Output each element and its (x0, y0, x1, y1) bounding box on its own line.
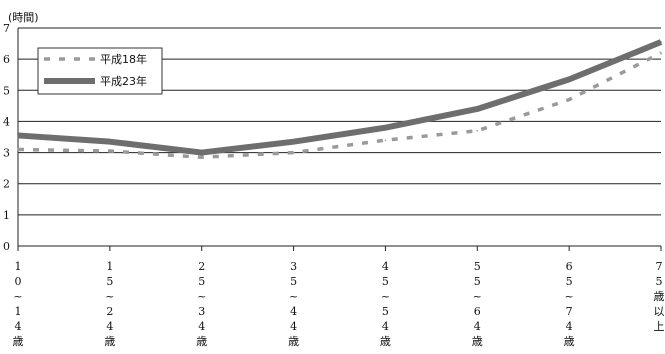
x-category-char: 4 (566, 320, 573, 333)
data-point (200, 151, 203, 154)
data-point (17, 134, 19, 137)
x-category-char: 6 (566, 260, 573, 273)
x-category-char: 5 (106, 275, 113, 288)
x-category-char: 4 (290, 320, 297, 333)
x-category-char: 4 (382, 260, 389, 273)
y-tick-label: 3 (3, 147, 10, 160)
x-category-char: 1 (106, 260, 113, 273)
y-tick-label: 5 (3, 84, 10, 97)
x-category-char: ~ (105, 290, 114, 303)
y-tick-label: 4 (3, 115, 10, 128)
x-category-char: 歳 (13, 335, 24, 348)
data-point (476, 129, 479, 132)
x-category-label: 7 5 歳以上 (654, 260, 665, 333)
x-category-char: 4 (198, 320, 205, 333)
x-category-char: 歳 (104, 335, 115, 348)
legend-box (37, 47, 163, 95)
x-category-char: 5 (382, 275, 389, 288)
x-category-label: 6 5 ~7 4 歳 (564, 260, 575, 348)
x-category-label: 3 5 ~4 4 歳 (288, 260, 299, 348)
data-point (292, 151, 295, 154)
data-point (17, 148, 19, 151)
y-tick-labels: 0 1 2 3 4 5 6 7 (3, 22, 10, 253)
y-tick-label: 1 (3, 209, 10, 222)
x-category-char: 4 (290, 305, 297, 318)
x-category-char: 5 (198, 275, 205, 288)
series-line-2 (17, 39, 663, 156)
series-line-1 (17, 51, 662, 159)
x-category-char: 3 (290, 260, 297, 273)
x-category-char: 2 (106, 305, 113, 318)
x-category-char: 5 (566, 275, 573, 288)
x-category-char: 1 (15, 260, 22, 273)
data-point (109, 150, 111, 152)
x-category-char: 上 (654, 320, 665, 333)
x-category-char: ~ (565, 290, 574, 303)
data-point (660, 41, 662, 43)
x-category-char: 4 (15, 320, 22, 333)
y-axis-label: (時間) (8, 11, 39, 24)
y-tick-label: 2 (3, 178, 10, 191)
data-point (384, 126, 387, 129)
legend: 平成18年 平成23年 (37, 47, 163, 95)
x-axis: 1 0 ~1 4 歳 1 5 ~2 4 歳 2 5 ~3 4 歳 3 5 ~4 4 歳 4 5 ~5 4 歳 5 5 ~6 4 歳 6 5 ~7… (13, 28, 665, 348)
series-lines (17, 39, 663, 159)
data-point (200, 156, 203, 159)
x-category-char: 歳 (654, 290, 665, 303)
x-category-label: 2 5 ~3 4 歳 (196, 260, 207, 348)
x-category-char: 5 (290, 275, 297, 288)
x-category-char: 歳 (288, 335, 299, 348)
x-category-char: 1 (15, 305, 22, 318)
data-point (568, 78, 570, 81)
x-category-char: 5 (474, 260, 481, 273)
x-category-char: 5 (656, 275, 663, 288)
x-category-char: 以 (654, 305, 665, 318)
x-category-char: 0 (15, 275, 22, 288)
x-category-char: 2 (198, 260, 205, 273)
y-tick-label: 6 (3, 53, 10, 66)
x-category-char: 3 (198, 305, 205, 318)
legend-label-series-2: 平成23年 (100, 74, 147, 88)
data-point (660, 52, 662, 54)
x-category-char: ~ (197, 290, 206, 303)
x-category-char: 7 (656, 260, 663, 273)
x-category-char: 5 (474, 275, 481, 288)
y-tick-label: 0 (3, 240, 10, 253)
x-category-char: 5 (382, 305, 389, 318)
x-category-char: ~ (289, 290, 298, 303)
x-category-char: 歳 (380, 335, 391, 348)
data-point (384, 139, 387, 141)
x-category-char: 4 (474, 320, 481, 333)
x-category-label: 5 5 ~6 4 歳 (472, 260, 483, 348)
x-category-char: 4 (382, 320, 389, 333)
x-category-char: 歳 (472, 335, 483, 348)
x-category-char: 7 (566, 305, 573, 318)
x-category-label: 4 5 ~5 4 歳 (380, 260, 391, 348)
x-category-char: 歳 (196, 335, 207, 348)
x-category-char: 6 (474, 305, 481, 318)
x-category-label: 1 5 ~2 4 歳 (104, 260, 115, 348)
x-category-char: ~ (381, 290, 390, 303)
x-category-label: 1 0 ~1 4 歳 (13, 260, 24, 348)
x-category-char: 4 (106, 320, 113, 333)
data-point (292, 140, 295, 143)
x-category-char: ~ (473, 290, 482, 303)
data-point (568, 98, 570, 101)
legend-label-series-1: 平成18年 (100, 52, 147, 66)
x-category-char: ~ (13, 290, 22, 303)
x-category-char: 歳 (564, 335, 575, 348)
data-point (109, 140, 111, 143)
data-point (476, 108, 479, 110)
y-tick-label: 7 (3, 22, 10, 35)
